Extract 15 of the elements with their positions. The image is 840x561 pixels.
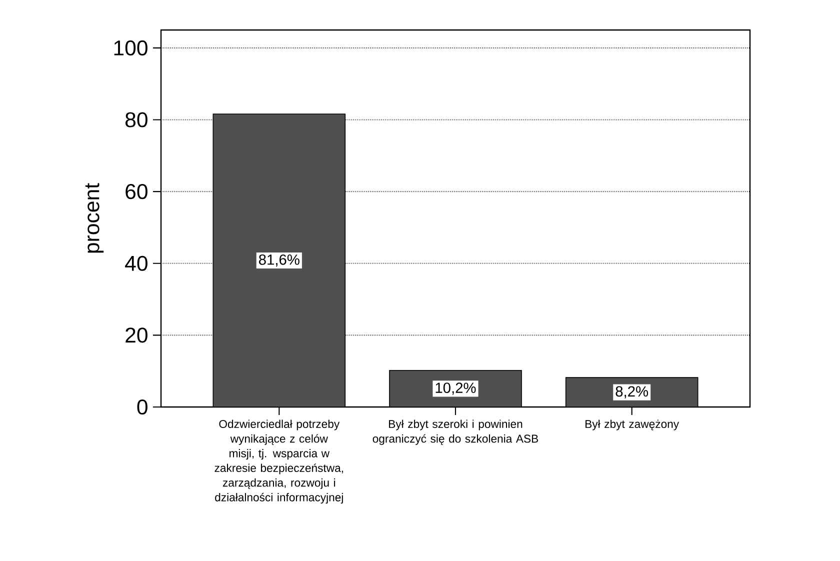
bar	[212, 114, 346, 407]
x-tick-label: Odzwierciedlał potrzeby wynikające z celów misji, tj. wsparcia w zakresie bezpieczeństwa, zarządzania, rozwoju i działalności informacyjnej	[214, 420, 343, 504]
y-tick-label: 60	[126, 184, 148, 200]
y-tick-label: 0	[137, 399, 148, 415]
data-label: 8,2%	[616, 386, 648, 398]
y-tick-label: 80	[125, 112, 148, 128]
x-tick-label: Był zbyt szeroki i powinien ograniczyć się do szkolenia ASB	[372, 420, 538, 445]
bar	[389, 370, 522, 407]
y-tick-label: 40	[125, 256, 148, 271]
y-axis-title: procent	[85, 183, 104, 253]
data-label: 10,2%	[436, 382, 476, 395]
y-tick-label: 20	[126, 328, 148, 343]
data-label: 81,6%	[258, 254, 300, 267]
x-tick-label: Był zbyt zawężony	[586, 420, 680, 430]
y-tick-label: 100	[114, 40, 148, 56]
